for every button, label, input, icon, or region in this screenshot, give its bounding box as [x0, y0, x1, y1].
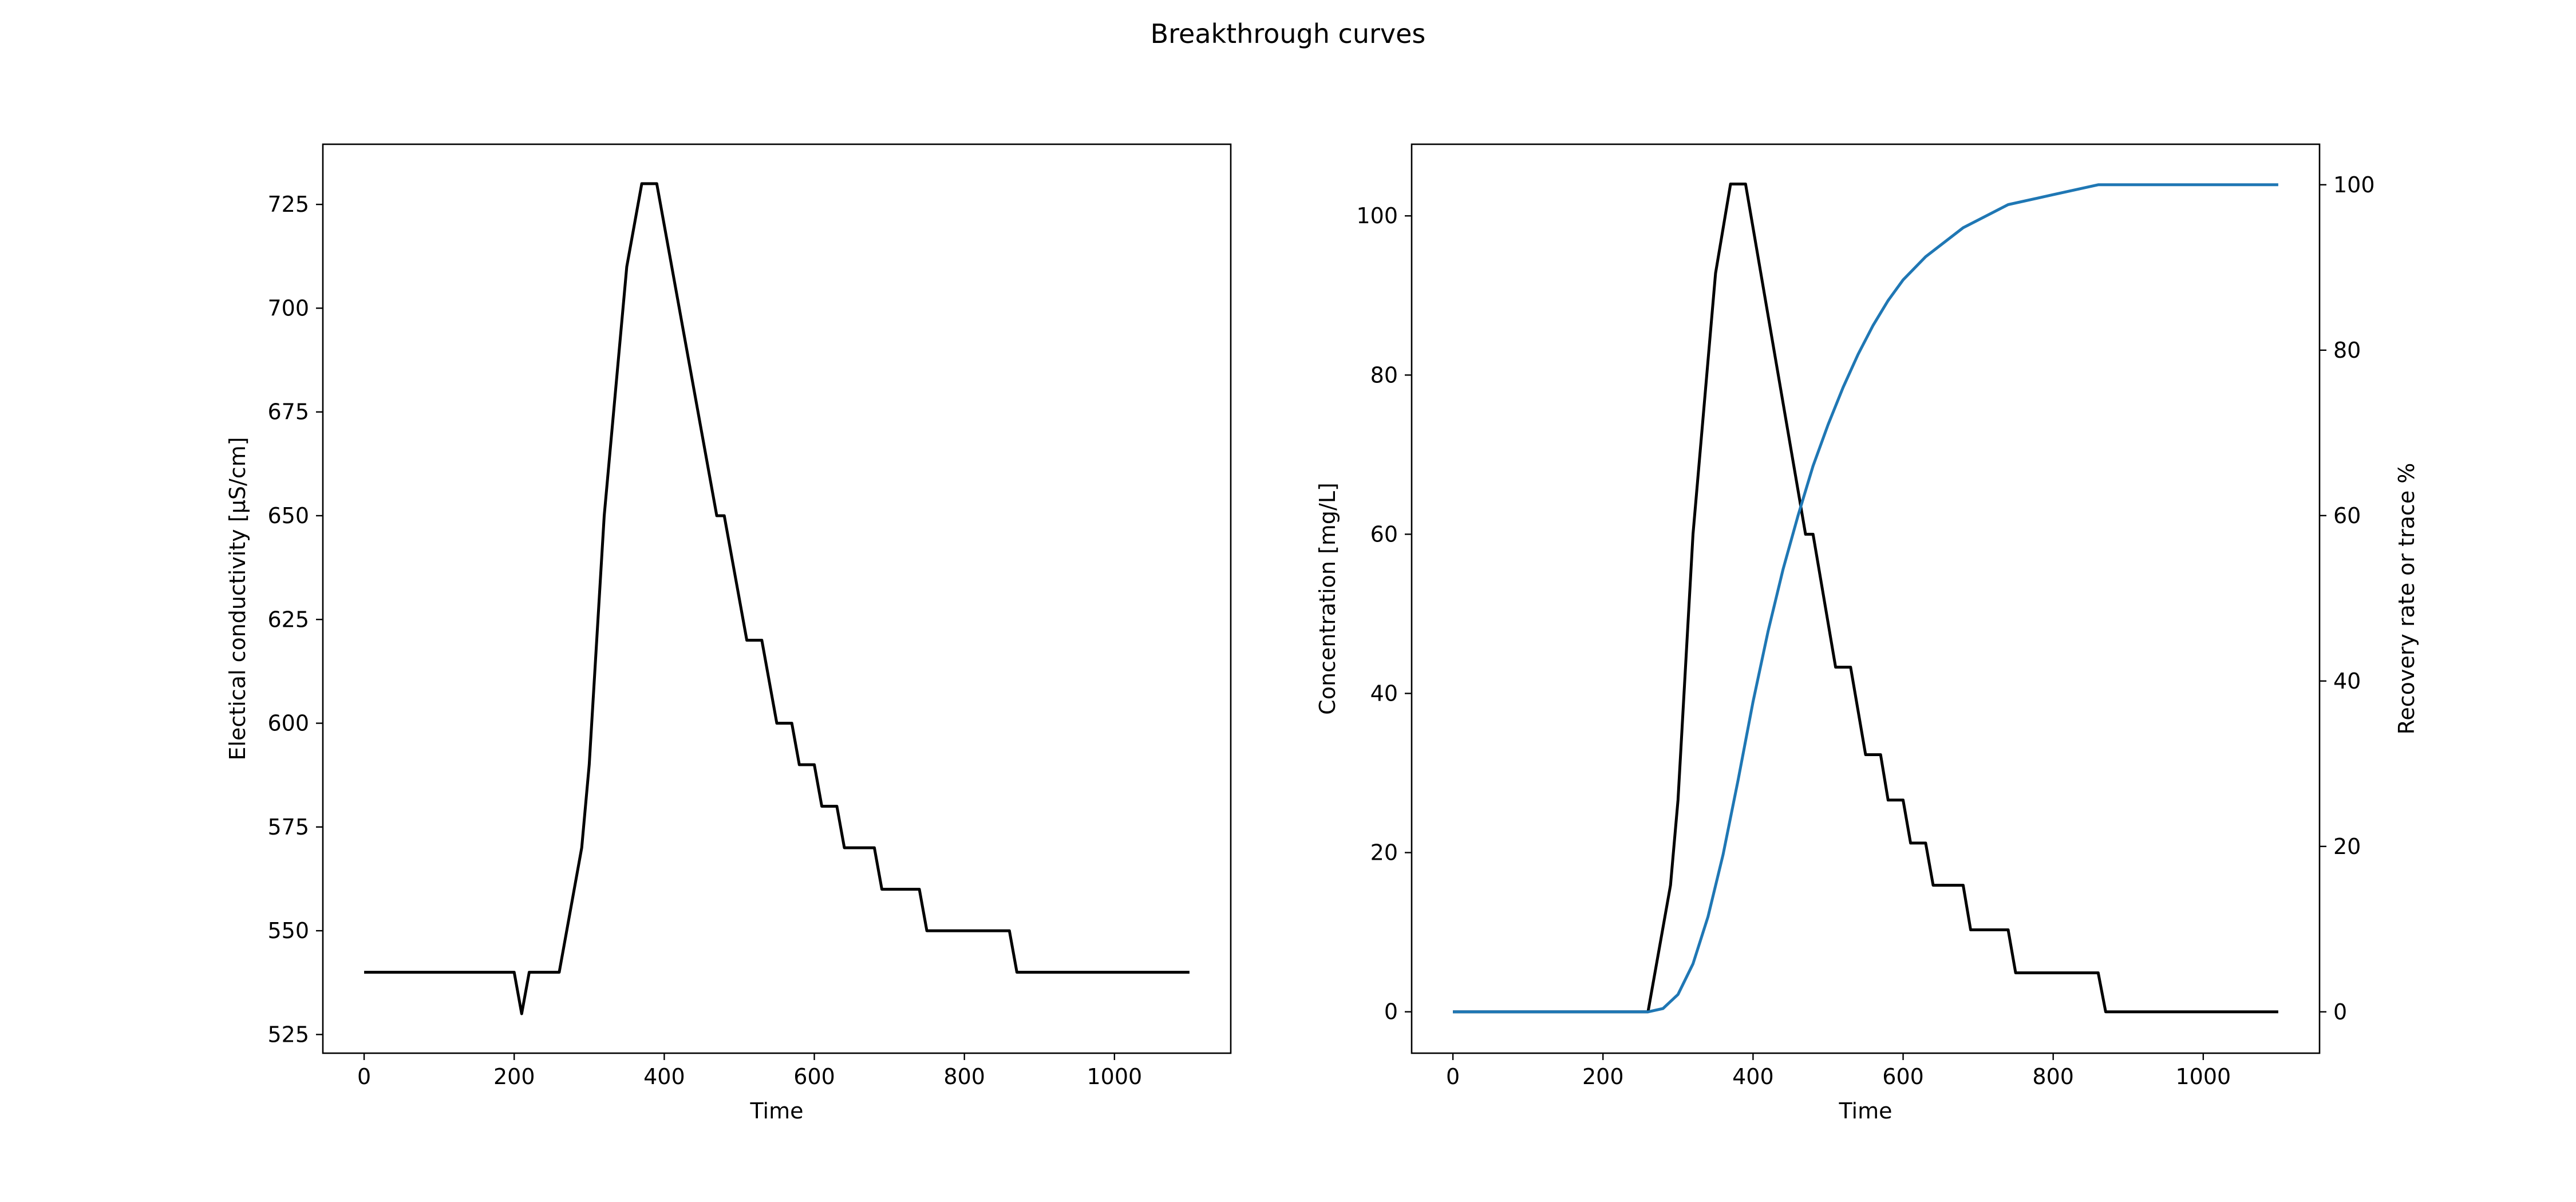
concentration-y-tick-label: 20	[1370, 840, 1398, 865]
conductivity-y-tick-label: 700	[267, 295, 309, 321]
figure-title: Breakthrough curves	[1151, 18, 1426, 49]
concentration-x-axis-label: Time	[1839, 1098, 1893, 1124]
conductivity-plot-area	[323, 144, 1231, 1053]
concentration-y-tick-label: 80	[1370, 362, 1398, 388]
conductivity-axes-ticks: 0 200 400 600 800 1000 525 550 575 600 625 650 675 70…	[267, 192, 1142, 1089]
concentration-y-tick-label: 40	[1370, 681, 1398, 706]
conductivity-y-tick-label: 525	[267, 1022, 309, 1047]
conductivity-x-tick-label: 1000	[1086, 1064, 1142, 1089]
concentration-y-tick-label: 100	[1356, 203, 1398, 228]
recovery-y-axis-label: Recovery rate or trace %	[2394, 463, 2419, 735]
concentration-y-tick-label: 60	[1370, 521, 1398, 547]
conductivity-y-axis-label: Electical conductivity [µS/cm]	[225, 437, 250, 760]
concentration-axes-ticks: 0 200 400 600 800 100002040608010002040608010…	[1356, 172, 2374, 1089]
conductivity-series	[364, 182, 1190, 1015]
conductivity-axes-frame	[322, 143, 1232, 1054]
concentration-plot-area	[1412, 144, 2320, 1053]
concentration-x-tick-label: 600	[1882, 1064, 1924, 1089]
conductivity-x-tick-label: 400	[643, 1064, 685, 1089]
conductivity-y-tick-label: 650	[267, 503, 309, 528]
concentration-axes-frame	[1411, 143, 2321, 1054]
concentration-y2-tick-label: 80	[2333, 338, 2361, 363]
conductivity-y-tick-label: 675	[267, 400, 309, 425]
concentration-x-tick-label: 200	[1582, 1064, 1624, 1089]
concentration-y2-tick-label: 20	[2333, 834, 2361, 859]
concentration-x-tick-label: 400	[1732, 1064, 1774, 1089]
concentration-y-axis-label: Concentration [mg/L]	[1315, 483, 1340, 715]
conductivity-y-tick-label: 575	[267, 814, 309, 840]
conductivity-y-tick-label: 625	[267, 607, 309, 632]
concentration-series-line-concentration	[1453, 183, 2278, 1014]
concentration-y2-tick-label: 40	[2333, 669, 2361, 694]
concentration-y2-tick-label: 60	[2333, 503, 2361, 528]
concentration-y2-tick-label: 100	[2333, 172, 2375, 197]
conductivity-x-tick-label: 200	[493, 1064, 535, 1089]
conductivity-y-tick-label: 725	[267, 192, 309, 217]
conductivity-x-tick-label: 0	[357, 1064, 371, 1089]
concentration-x-tick-label: 800	[2032, 1064, 2074, 1089]
concentration-series-line-recovery	[1453, 183, 2278, 1014]
conductivity-x-tick-label: 600	[793, 1064, 835, 1089]
conductivity-y-tick-label: 600	[267, 711, 309, 736]
concentration-series	[1453, 183, 2278, 1014]
conductivity-panel: 0 200 400 600 800 1000 525 550 575 600 625 650 675 70…	[225, 143, 1232, 1124]
conductivity-series-line-ec	[364, 182, 1190, 1015]
concentration-y2-tick-label: 0	[2333, 999, 2347, 1025]
concentration-x-tick-label: 0	[1446, 1064, 1460, 1089]
concentration-y-tick-label: 0	[1384, 999, 1398, 1025]
concentration-x-tick-label: 1000	[2175, 1064, 2231, 1089]
conductivity-x-tick-label: 800	[943, 1064, 985, 1089]
conductivity-y-tick-label: 550	[267, 918, 309, 943]
conductivity-x-axis-label: Time	[750, 1098, 804, 1124]
concentration-panel: 0 200 400 600 800 100002040608010002040608010…	[1315, 143, 2419, 1124]
